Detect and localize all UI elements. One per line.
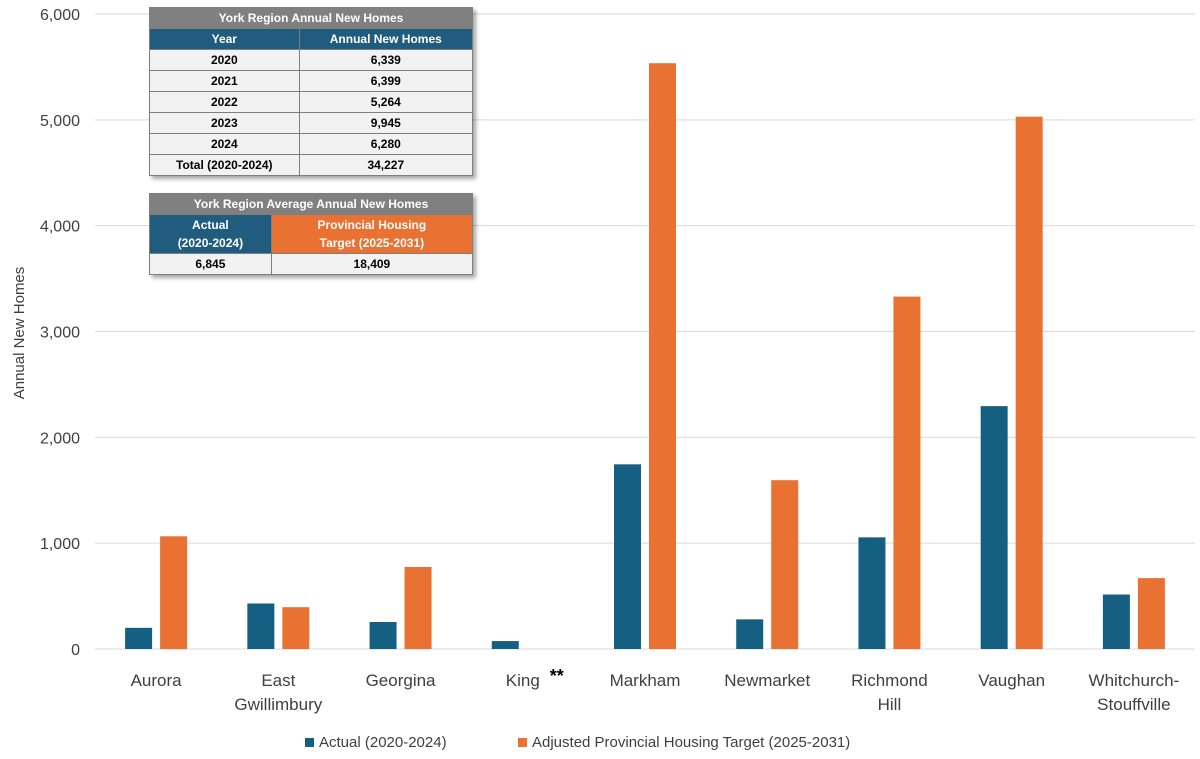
average-new-homes-table: York Region Average Annual New Homes Act…: [149, 193, 474, 275]
legend: Actual (2020-2024) Adjusted Provincial Ho…: [305, 734, 850, 751]
homes-cell: 6,399: [298, 70, 474, 92]
y-tick-label: 3,000: [40, 325, 80, 342]
annotation-mark: **: [550, 666, 564, 686]
x-tick-label: Vaughan: [978, 671, 1045, 690]
year-cell: 2021: [149, 70, 300, 92]
homes-cell: 6,280: [298, 133, 474, 155]
x-tick-label: Gwillimbury: [234, 695, 322, 714]
bar-actual: [736, 619, 764, 649]
header-target-line1: Provincial Housing: [317, 218, 427, 232]
header-actual-line1: Actual: [192, 218, 229, 232]
legend-label: Actual (2020-2024): [319, 734, 447, 751]
y-tick-label: 5,000: [40, 113, 80, 130]
x-tick-label: East: [261, 671, 295, 690]
table-row: 2024 6,280: [149, 133, 474, 155]
bar-actual: [614, 464, 641, 649]
table-row: Total (2020-2024) 34,227: [149, 154, 474, 176]
average-table-title: York Region Average Annual New Homes: [149, 193, 473, 215]
bar-actual: [125, 627, 153, 649]
y-tick-label: 4,000: [40, 219, 80, 236]
y-tick-label: 6,000: [40, 7, 80, 24]
y-axis-ticks: 0 1,000 2,000 3,000 4,000 5,000 6,000: [40, 7, 80, 659]
x-tick-label: Whitchurch-: [1089, 671, 1180, 690]
bar-actual: [491, 641, 519, 649]
x-tick-label: Richmond: [851, 671, 928, 690]
x-tick-label: Markham: [610, 671, 681, 690]
bar-actual: [369, 622, 397, 649]
annual-table-title: York Region Annual New Homes: [149, 7, 473, 29]
legend-label: Adjusted Provincial Housing Target (2025…: [532, 734, 850, 751]
legend-swatch: [518, 738, 527, 747]
bar-actual: [247, 603, 275, 649]
bar-target: [771, 480, 799, 649]
year-cell: 2023: [149, 112, 300, 134]
table-row: 2023 9,945: [149, 112, 474, 134]
header-target-line2: Target (2025-2031): [319, 236, 425, 250]
bar-target: [1137, 578, 1165, 649]
y-tick-label: 1,000: [40, 536, 80, 553]
x-tick-label: Hill: [878, 695, 902, 714]
average-actual-value: 6,845: [149, 253, 272, 275]
bar-target: [649, 63, 676, 649]
x-tick-label: Georgina: [366, 671, 436, 690]
x-tick-label: Stouffville: [1097, 695, 1170, 714]
year-cell: 2024: [149, 133, 300, 155]
y-tick-label: 2,000: [40, 430, 80, 447]
average-table-header-target: Provincial Housing Target (2025-2031): [270, 214, 474, 254]
average-table-header-actual: Actual (2020-2024): [149, 214, 272, 254]
table-row: 2020 6,339: [149, 49, 474, 71]
bar-target: [160, 536, 188, 649]
total-value-cell: 34,227: [298, 154, 474, 176]
year-cell: 2020: [149, 49, 300, 71]
bar-target: [404, 566, 432, 649]
bar-actual: [980, 406, 1008, 649]
bar-target: [893, 296, 921, 649]
y-tick-label: 0: [71, 642, 80, 659]
table-row: 2021 6,399: [149, 70, 474, 92]
average-target-value: 18,409: [270, 253, 474, 275]
annual-table-header-homes: Annual New Homes: [298, 28, 474, 50]
bar-actual: [858, 537, 886, 649]
bars: [125, 63, 1165, 650]
table-row: 6,845 18,409: [149, 253, 474, 275]
annual-table-header-year: Year: [149, 28, 300, 50]
x-tick-label: King: [506, 671, 540, 690]
year-cell: 2022: [149, 91, 300, 113]
x-axis-labels: Aurora East Gwillimbury Georgina King ** Markh…: [131, 666, 1180, 714]
bar-actual: [1102, 594, 1130, 649]
homes-cell: 9,945: [298, 112, 474, 134]
annual-new-homes-table: York Region Annual New Homes Year Annual…: [149, 7, 474, 176]
total-label-cell: Total (2020-2024): [149, 154, 300, 176]
homes-cell: 5,264: [298, 91, 474, 113]
bar-target: [1015, 116, 1043, 650]
table-row: 2022 5,264: [149, 91, 474, 113]
legend-swatch: [305, 738, 314, 747]
y-axis-title: Annual New Homes: [11, 267, 28, 400]
x-tick-label: Newmarket: [724, 671, 810, 690]
homes-cell: 6,339: [298, 49, 474, 71]
header-actual-line2: (2020-2024): [177, 236, 244, 250]
bar-target: [282, 607, 310, 649]
x-tick-label: Aurora: [131, 671, 183, 690]
